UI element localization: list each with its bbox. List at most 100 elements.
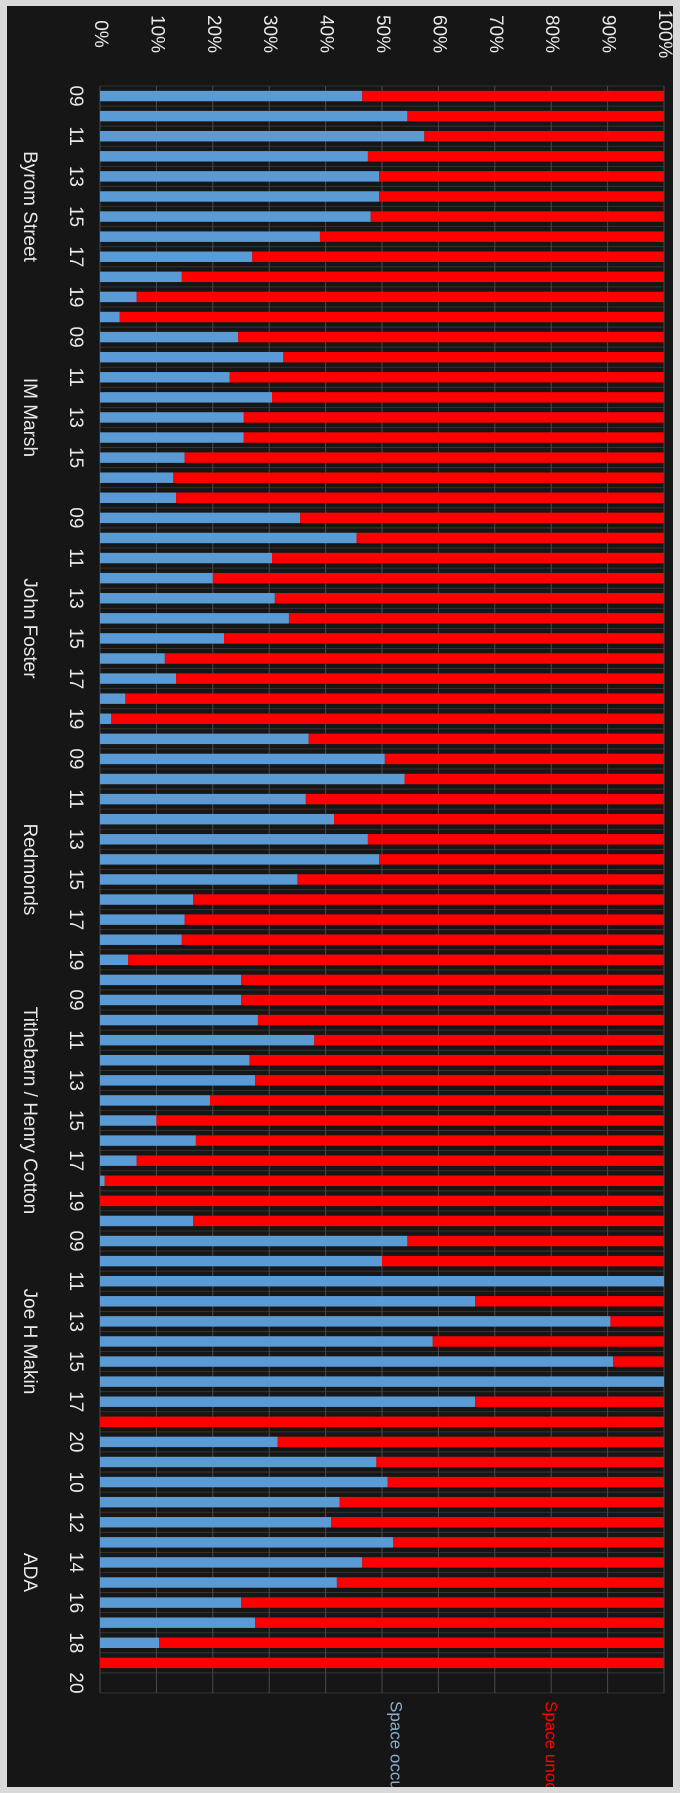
bar-unoccupied (184, 452, 664, 463)
group-label: Joe H Makin (19, 1289, 40, 1395)
bar-unoccupied (229, 372, 664, 383)
bar-occupied (100, 713, 112, 724)
bar-occupied (100, 1316, 611, 1327)
x-tick-label: 90% (598, 15, 619, 53)
category-label: 19 (65, 949, 86, 970)
bar-unoccupied (367, 834, 664, 845)
bar-occupied (100, 1356, 614, 1367)
bar-unoccupied (128, 954, 664, 966)
bar-unoccupied (274, 593, 664, 604)
category-label: 17 (65, 1391, 86, 1412)
bar-occupied (100, 1517, 332, 1528)
bar-unoccupied (288, 613, 664, 624)
x-tick-label: 10% (146, 15, 167, 53)
category-label: 15 (65, 869, 86, 890)
category-label: 15 (65, 206, 86, 227)
legend: Space occupied Space unoccupied (387, 1701, 561, 1787)
bar-unoccupied (297, 874, 664, 885)
legend-item: Space occupied (387, 1701, 406, 1787)
bar-unoccupied (407, 1235, 664, 1247)
group-label: Redmonds (19, 823, 40, 915)
bar-occupied (100, 914, 185, 925)
bar-occupied (100, 1296, 476, 1307)
bar-occupied (100, 90, 363, 102)
bar-occupied (100, 572, 213, 584)
bar-occupied (100, 1376, 664, 1387)
bar-unoccupied (424, 130, 664, 142)
bar-unoccupied (173, 472, 664, 483)
x-tick-label: 100% (654, 10, 673, 59)
category-label: 09 (65, 1230, 86, 1251)
bar-unoccupied (283, 351, 664, 363)
bar-occupied (100, 311, 120, 323)
bar-occupied (100, 613, 289, 624)
bar-occupied (100, 412, 244, 423)
bar-occupied (100, 552, 273, 564)
category-label: 10 (65, 1472, 86, 1493)
category-label: 09 (65, 327, 86, 348)
bar-unoccupied (370, 211, 664, 222)
bar-occupied (100, 271, 182, 283)
category-labels: 09 11 13 15 17 19 09 11 13 15 09 11 13 15 17 19 09 11 13 15… (65, 85, 86, 1693)
bar-occupied (100, 1496, 340, 1508)
bar-unoccupied (111, 713, 664, 724)
category-label: 15 (65, 447, 86, 468)
bar-unoccupied (475, 1296, 664, 1307)
bar-unoccupied (255, 1075, 664, 1086)
bar-unoccupied (382, 1255, 664, 1267)
bar-occupied (100, 974, 241, 986)
group-label: Byrom Street (19, 151, 40, 263)
bar-occupied (100, 432, 244, 443)
category-label: 09 (65, 85, 86, 106)
category-label: 13 (65, 407, 86, 428)
bar-occupied (100, 1336, 433, 1347)
category-label: 17 (65, 668, 86, 689)
bar-occupied (100, 532, 357, 544)
bar-unoccupied (195, 1135, 664, 1146)
x-tick-label: 50% (372, 15, 393, 53)
bar-unoccupied (272, 552, 664, 564)
category-label: 13 (65, 588, 86, 609)
bar-unoccupied (243, 412, 664, 423)
category-label: 11 (65, 126, 86, 146)
bar-unoccupied (362, 1557, 664, 1568)
bar-unoccupied (212, 572, 665, 584)
bar-unoccupied (305, 793, 664, 805)
bar-unoccupied (379, 854, 664, 865)
bar-unoccupied (404, 773, 664, 785)
category-label: 11 (65, 548, 86, 568)
bar-unoccupied (241, 994, 664, 1006)
category-label: 14 (65, 1552, 86, 1574)
x-tick-label: 80% (541, 15, 562, 53)
bar-unoccupied (308, 733, 664, 745)
bar-occupied (100, 512, 301, 524)
bar-unoccupied (475, 1396, 664, 1407)
bar-unoccupied (136, 1155, 664, 1166)
x-tick-label: 20% (203, 15, 224, 53)
bar-unoccupied (125, 693, 664, 704)
bar-occupied (100, 894, 194, 905)
category-label: 13 (65, 1070, 86, 1091)
bar-unoccupied (613, 1356, 664, 1367)
bar-occupied (100, 1557, 363, 1568)
category-label: 20 (65, 1431, 86, 1452)
bar-unoccupied (176, 673, 664, 684)
category-label: 17 (65, 909, 86, 930)
bar-unoccupied (277, 1436, 664, 1448)
category-label: 09 (65, 507, 86, 528)
bar-occupied (100, 1135, 196, 1146)
bar-occupied (100, 1537, 394, 1548)
bar-unoccupied (387, 1476, 664, 1488)
bar-unoccupied (159, 1637, 664, 1649)
bar-occupied (100, 593, 275, 604)
bar-unoccupied (241, 974, 664, 986)
bar-occupied (100, 211, 371, 222)
bar-occupied (100, 1115, 157, 1126)
bar-unoccupied (193, 894, 664, 905)
bar-occupied (100, 934, 182, 945)
bar-occupied (100, 392, 273, 403)
bar-occupied (100, 813, 335, 825)
category-label: 11 (65, 367, 86, 387)
bar-unoccupied (379, 191, 664, 202)
bar-unoccupied (100, 1195, 664, 1207)
